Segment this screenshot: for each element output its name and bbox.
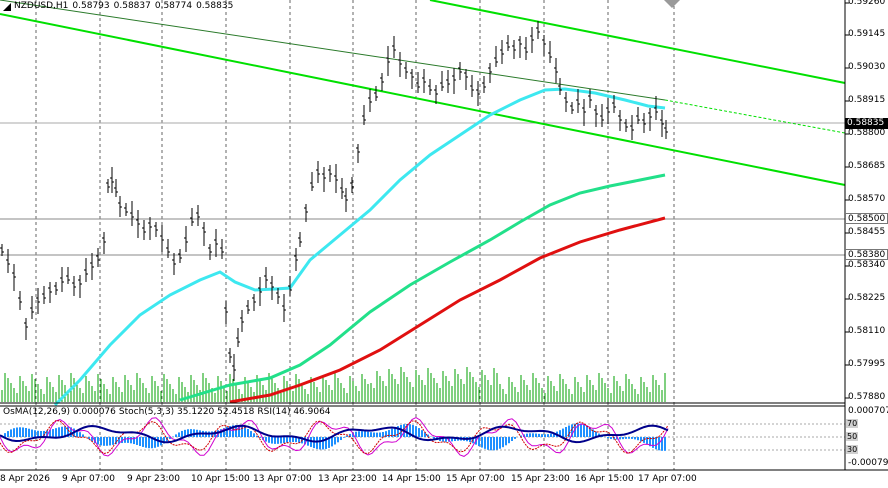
time-tick-label: 14 Apr 15:00 xyxy=(382,474,441,484)
price-tick-label: 0.58685 xyxy=(848,161,886,171)
time-tick-label: 17 Apr 07:00 xyxy=(638,474,697,484)
price-tick-label: 0.58570 xyxy=(848,194,886,204)
indicator-level-30: 30 xyxy=(846,445,859,454)
indicator-axis-bottom: -0.000790 xyxy=(848,458,888,468)
price-tick-label: 0.59145 xyxy=(848,29,886,39)
indicator-level-50: 50 xyxy=(846,432,859,441)
current-price-tag: 0.58835 xyxy=(845,118,888,129)
time-tick-label: 15 Apr 07:00 xyxy=(446,474,505,484)
open-value: 0.58793 xyxy=(72,1,110,11)
ma-mid-line xyxy=(179,173,666,402)
stoch-label: Stoch(5,3,3) 35.1220 52.4518 xyxy=(118,407,255,417)
price-tick-label: 0.58455 xyxy=(848,227,886,237)
price-tick-label: 0.58800 xyxy=(848,128,886,138)
time-tick-label: 9 Apr 07:00 xyxy=(62,474,115,484)
high-value: 0.58837 xyxy=(113,1,151,11)
price-tick-label: 0.58915 xyxy=(848,95,886,105)
indicator-header: OsMA(12,26,9) 0.000076 Stoch(5,3,3) 35.12… xyxy=(3,407,334,417)
price-tick-label: 0.59030 xyxy=(848,62,886,72)
symbol-label: NZDUSD,H1 xyxy=(14,1,69,11)
ma-fast-line xyxy=(53,87,666,407)
regression-channel xyxy=(0,0,846,186)
price-tick-label: 0.58110 xyxy=(848,326,886,336)
price-tick-label: 0.57880 xyxy=(848,392,886,402)
indicator-level-70: 70 xyxy=(846,419,859,428)
moving-averages xyxy=(53,87,666,407)
indicator-axis-top: 0.000707 xyxy=(848,406,888,416)
time-tick-label: 10 Apr 15:00 xyxy=(191,474,250,484)
volume-bars xyxy=(1,367,666,402)
low-value: 0.58774 xyxy=(154,1,193,11)
price-tick-label: 0.58340 xyxy=(848,260,886,270)
rsi-line xyxy=(0,424,669,444)
indicator-window xyxy=(0,417,669,457)
time-tick-label: 16 Apr 15:00 xyxy=(575,474,634,484)
channel-upper-line xyxy=(429,0,846,84)
osma-label: OsMA(12,26,9) 0.000076 xyxy=(3,407,116,417)
level-high-tag: 0.58500 xyxy=(845,213,888,224)
time-tick-label: 15 Apr 23:00 xyxy=(511,474,570,484)
price-tick-label: 0.58225 xyxy=(848,293,886,303)
price-tick-label: 0.59260 xyxy=(848,0,886,7)
ma-slow-line xyxy=(229,216,666,404)
chart-expand-icon[interactable] xyxy=(2,2,12,12)
close-value: 0.58835 xyxy=(196,1,234,11)
level-low-tag: 0.58380 xyxy=(845,249,888,260)
time-tick-label: 8 Apr 2026 xyxy=(0,474,50,484)
stoch-main-line xyxy=(0,417,669,457)
rsi-label: RSI(14) 46.9064 xyxy=(257,407,331,417)
time-tick-label: 9 Apr 23:00 xyxy=(127,474,180,484)
channel-mid-line xyxy=(0,0,666,101)
time-tick-label: 13 Apr 23:00 xyxy=(318,474,377,484)
chart-shift-icon[interactable] xyxy=(664,0,680,8)
channel-mid-extension xyxy=(664,99,846,134)
channel-lower-line xyxy=(0,13,846,186)
price-tick-label: 0.57995 xyxy=(848,359,886,369)
price-bars xyxy=(0,21,668,381)
time-tick-label: 13 Apr 07:00 xyxy=(253,474,312,484)
stoch-signal-line xyxy=(0,420,669,455)
symbol-header: NZDUSD,H1 0.58793 0.58837 0.58774 0.58835 xyxy=(14,1,237,11)
